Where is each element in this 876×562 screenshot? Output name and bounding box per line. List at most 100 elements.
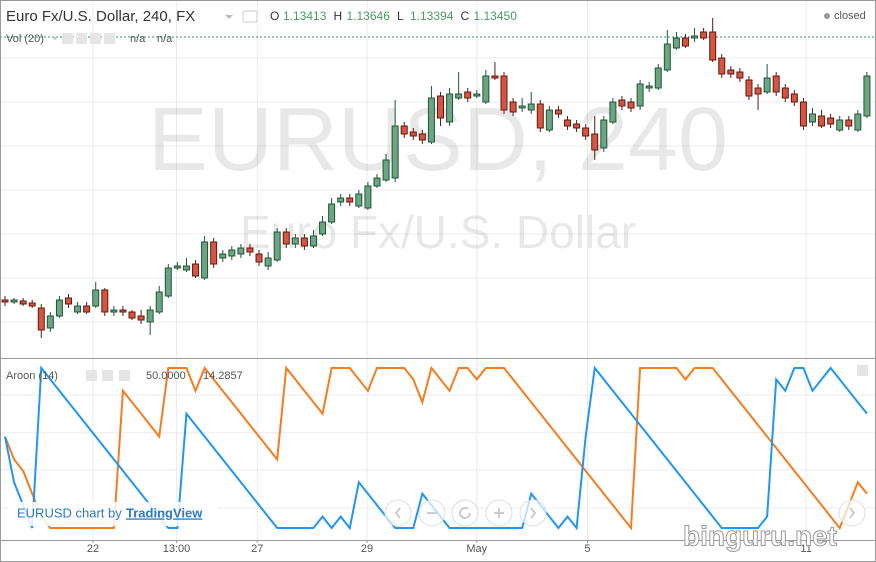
candle-body (818, 115, 826, 127)
candle-body (37, 307, 45, 331)
candle-body (536, 103, 544, 129)
icon (459, 507, 471, 519)
candle-body (328, 203, 336, 223)
candle-body (564, 119, 572, 127)
aroon-down-value: 14.2857 (203, 370, 243, 382)
candle-body (591, 133, 599, 151)
scroll-right[interactable] (519, 499, 547, 527)
caret (52, 37, 58, 40)
candle-body (654, 67, 662, 89)
candle-body (309, 235, 317, 247)
reset[interactable] (451, 499, 479, 527)
candle-body (164, 267, 172, 297)
candle-body (1, 299, 9, 303)
aroon-up-value: 50.0000 (146, 370, 186, 382)
candle-body (482, 75, 490, 103)
x-tick-label: 29 (361, 543, 373, 555)
ohlc-value: 1.13394 (410, 9, 454, 23)
ohlc-label: O (270, 9, 279, 23)
candle-body (663, 43, 671, 71)
ohlc-label: L (397, 9, 404, 23)
candle-body (618, 99, 626, 107)
candle-body (772, 75, 780, 93)
icon (494, 508, 504, 518)
candle-body (273, 231, 281, 261)
candle-body (418, 133, 426, 141)
aroon-label: Aroon (14) (6, 370, 58, 382)
candle-body (391, 125, 399, 179)
icon (530, 507, 537, 519)
navigation-icons (394, 507, 856, 519)
symbol-title[interactable]: Euro Fx/U.S. Dollar, 240, FX (6, 8, 195, 25)
icon-button[interactable] (62, 33, 73, 44)
candle-body (573, 123, 581, 129)
icon-button[interactable] (119, 370, 130, 381)
scroll-left[interactable] (384, 499, 412, 527)
icon-button[interactable] (76, 33, 87, 44)
candle-body (609, 101, 617, 123)
candle-body (736, 71, 744, 79)
candle-body (382, 159, 390, 181)
ohlc-value: 1.13413 (283, 9, 327, 23)
candle-body (437, 95, 444, 119)
candle-body (319, 221, 327, 235)
candle-body (210, 241, 218, 265)
candle-body (781, 87, 789, 99)
candle-body (836, 119, 844, 131)
candle-body (237, 247, 245, 255)
ohlc-label: C (461, 9, 470, 23)
candle-body (854, 113, 862, 131)
candle-body (46, 315, 54, 329)
candle-body (65, 297, 72, 305)
candle-body (518, 105, 526, 109)
ohlc: O 1.13413 H 1.13646 L 1.13394 C 1.13450 (270, 9, 517, 23)
candle-body (709, 31, 717, 61)
x-tick-label: 27 (251, 543, 263, 555)
candle-body (718, 57, 726, 75)
candle-body (745, 79, 753, 97)
candle-body (255, 253, 263, 263)
candle-body (19, 300, 27, 305)
time-axis: 22 13:00 27 29 May 5 11 (87, 540, 812, 555)
x-tick-label: 13:00 (163, 543, 191, 555)
candle-body (192, 263, 200, 277)
candle-body (400, 125, 408, 135)
candle-body (545, 109, 553, 131)
candle-body (464, 91, 472, 99)
candle-body (554, 109, 562, 115)
candle-body (373, 177, 381, 187)
candle-body (500, 75, 508, 111)
eye-icon[interactable] (242, 10, 258, 23)
icon-button[interactable] (90, 33, 101, 44)
footer-box (8, 502, 218, 526)
candle-body (446, 93, 454, 123)
caret (225, 15, 233, 19)
candle-body (827, 117, 835, 125)
candle-body (173, 265, 181, 269)
candle-body (92, 289, 100, 307)
candle-body (282, 231, 290, 245)
candle-body (83, 305, 91, 313)
market-status: closed (834, 10, 866, 22)
icon-button[interactable] (102, 370, 113, 381)
footer-link[interactable]: TradingView (126, 505, 203, 520)
ohlc-value: 1.13450 (474, 9, 518, 23)
icon (849, 507, 856, 519)
candle-body (600, 119, 608, 149)
candle-body (355, 193, 363, 207)
candle-body (10, 299, 18, 303)
scroll-end[interactable] (838, 499, 866, 527)
candle-body (346, 197, 354, 203)
candle-body (55, 299, 63, 317)
candle-body (863, 75, 871, 117)
x-tick-label: 5 (584, 543, 590, 555)
candle-body (364, 185, 372, 209)
icon-button[interactable] (86, 370, 97, 381)
candle-body (799, 101, 807, 127)
icon-button[interactable] (104, 33, 115, 44)
candle-body (509, 101, 517, 113)
maximize-button[interactable] (857, 365, 868, 376)
candle-body (582, 127, 590, 137)
candle-body (246, 247, 254, 253)
